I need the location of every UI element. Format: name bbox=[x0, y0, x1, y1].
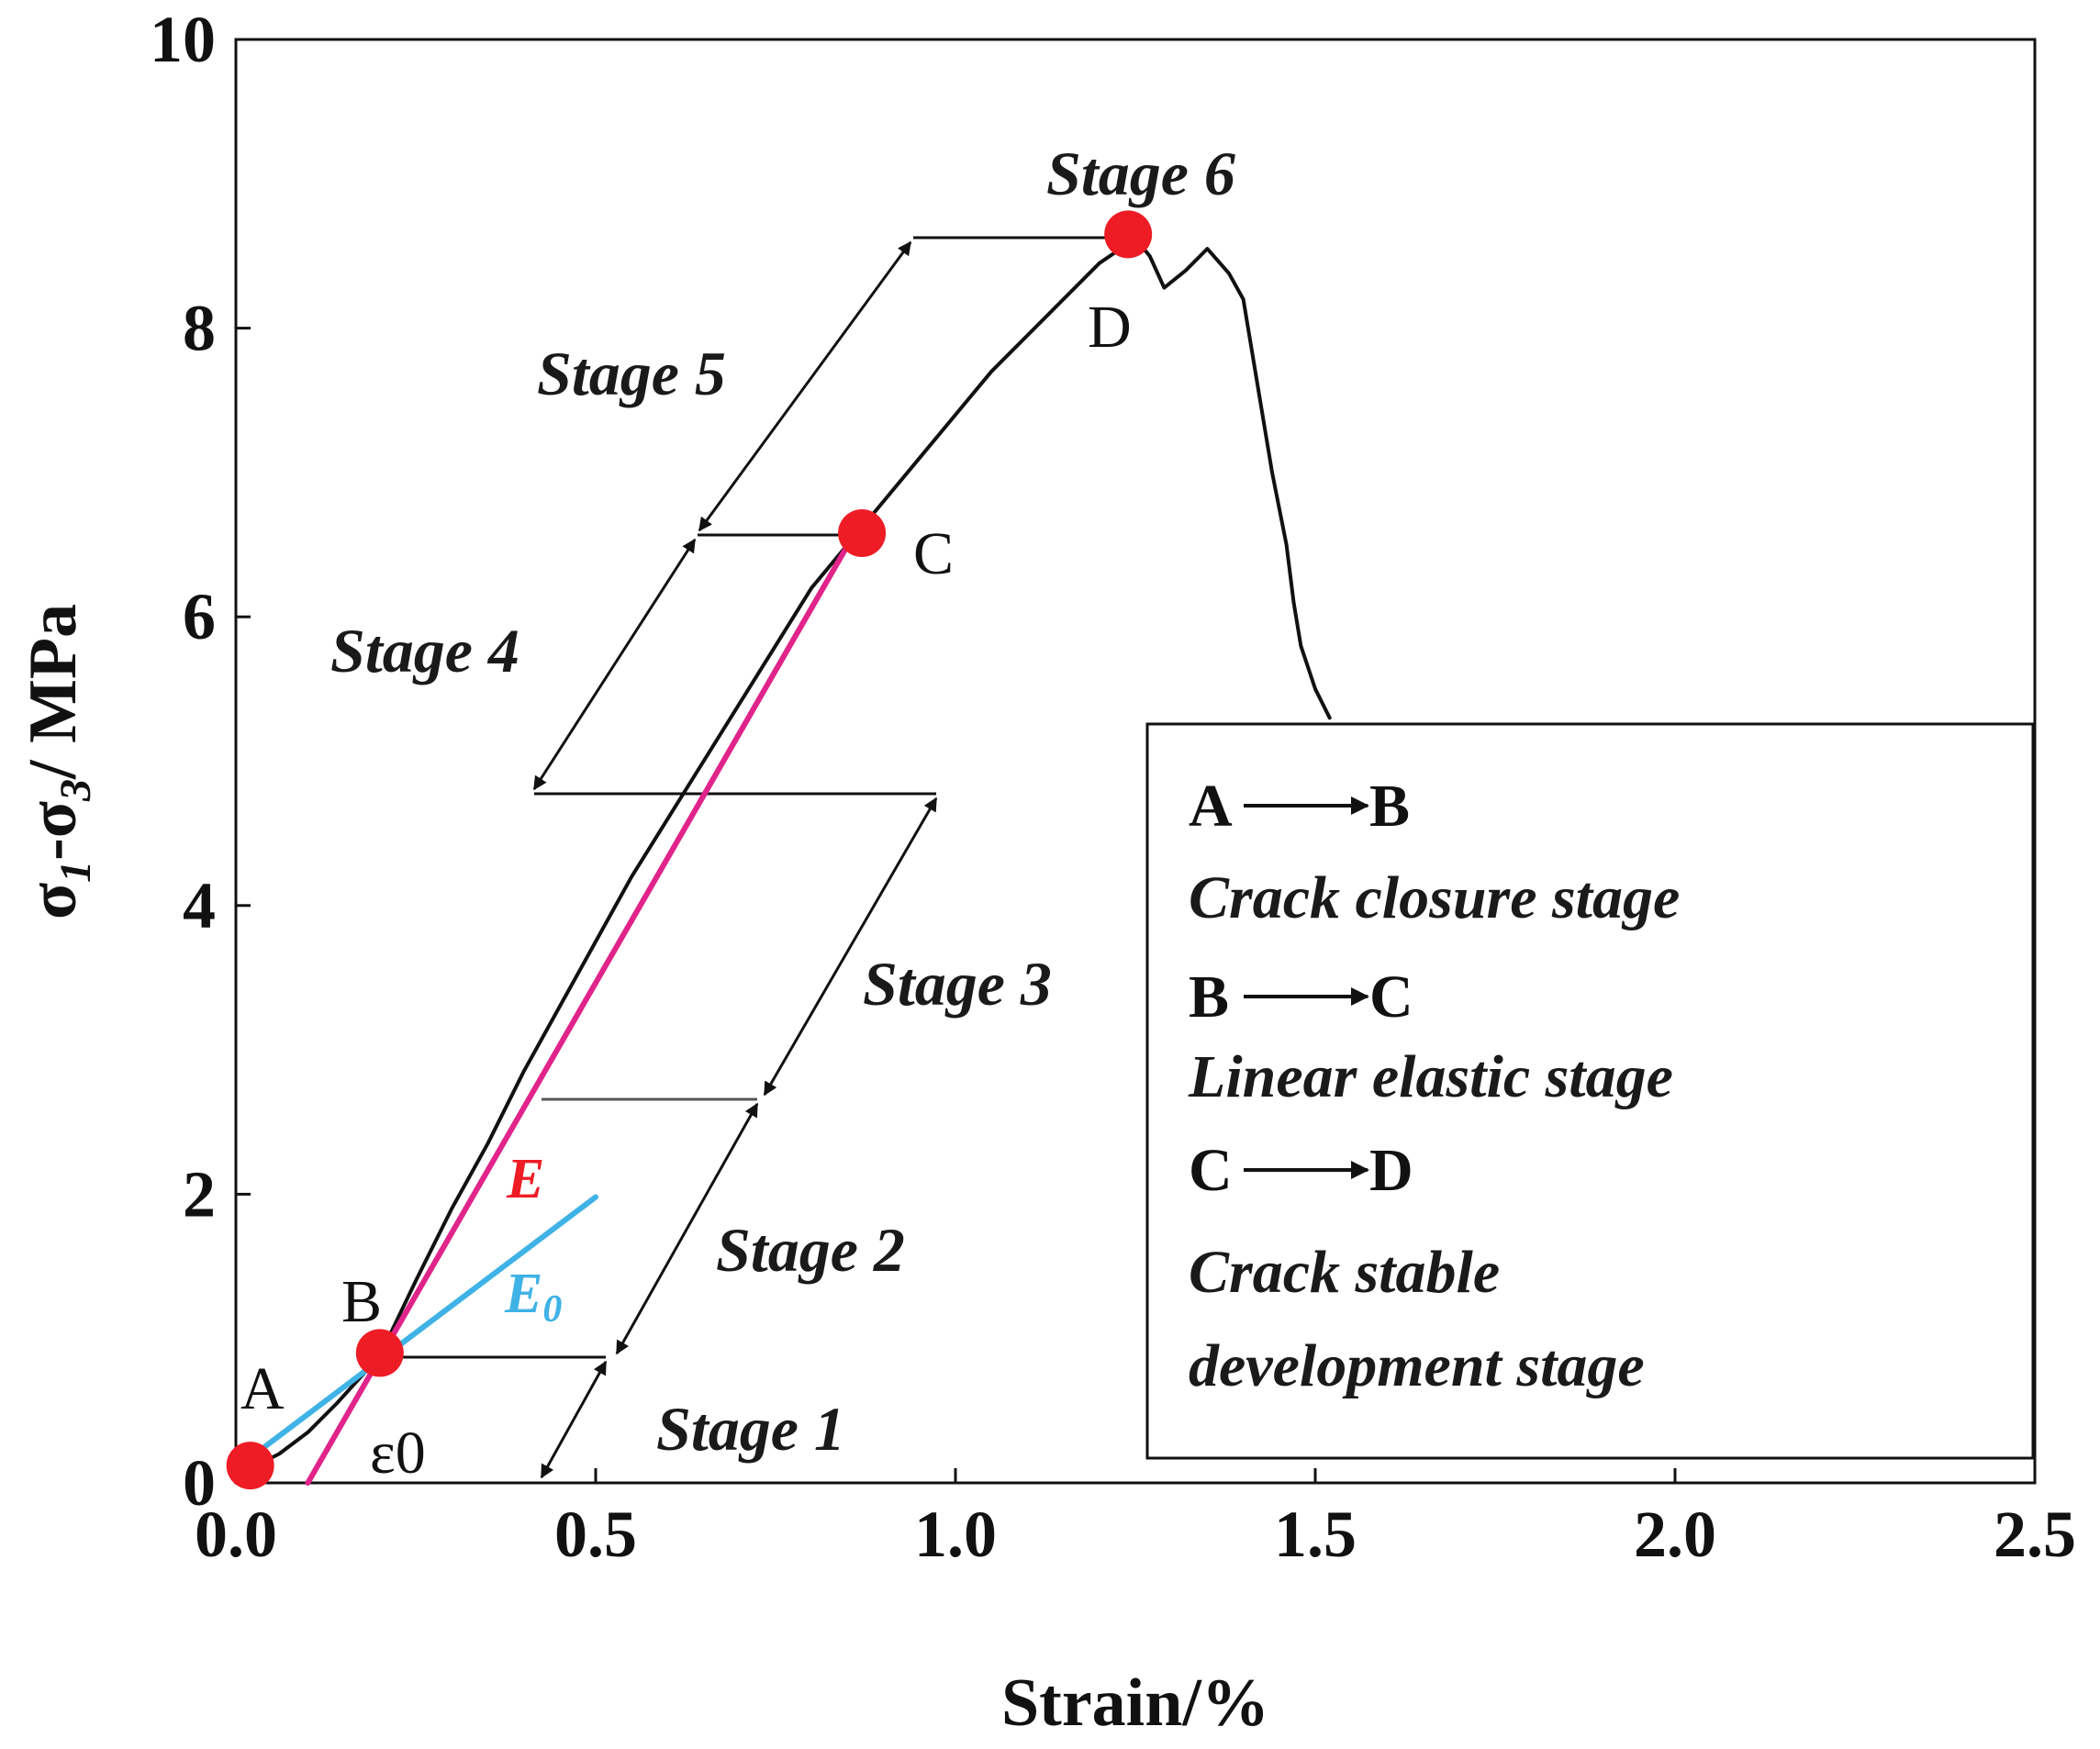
points-layer bbox=[226, 210, 1153, 1490]
series-layer bbox=[248, 237, 1332, 1486]
legend-to-2: C bbox=[1369, 964, 1413, 1030]
point-label-a: A bbox=[240, 1355, 285, 1422]
series-elastic-modulus-line bbox=[305, 530, 858, 1486]
legend-to-3: D bbox=[1369, 1137, 1413, 1204]
x-tick-label: 2.5 bbox=[1994, 1498, 2076, 1571]
legend-from-3: C bbox=[1189, 1137, 1233, 1204]
stage-label-6: Stage 6 bbox=[1046, 139, 1235, 208]
y-tick-label: 2 bbox=[183, 1157, 216, 1231]
stage-arrow-3 bbox=[763, 797, 938, 1097]
stage-arrow-4 bbox=[532, 538, 697, 791]
stage-label-3: Stage 3 bbox=[863, 949, 1052, 1019]
modulus-e-label: E bbox=[506, 1148, 544, 1210]
modulus-e0-sub: 0 bbox=[542, 1288, 562, 1331]
legend-from-2: B bbox=[1189, 964, 1229, 1030]
point-c bbox=[838, 508, 887, 557]
point-label-d: D bbox=[1088, 294, 1132, 361]
x-tick-label: 1.5 bbox=[1274, 1498, 1357, 1571]
legend-desc-3b: development stage bbox=[1189, 1332, 1645, 1399]
y-title-sub3: 3 bbox=[51, 779, 100, 802]
stage-arrow-5 bbox=[698, 240, 912, 532]
stage-guides bbox=[381, 236, 1129, 1479]
y-tick-label: 8 bbox=[183, 292, 216, 365]
point-label-b: B bbox=[341, 1268, 382, 1335]
legend-box bbox=[1145, 722, 2035, 1460]
stage-arrow-1 bbox=[540, 1360, 608, 1479]
legend-to-1: B bbox=[1369, 773, 1410, 840]
y-title-sigma1: σ bbox=[16, 883, 91, 919]
legend-from-1: A bbox=[1189, 773, 1233, 840]
x-axis-title: Strain/% bbox=[1001, 1665, 1269, 1741]
stage-label-2: Stage 2 bbox=[716, 1215, 905, 1285]
modulus-e0-main: E bbox=[504, 1263, 542, 1325]
plot-frame bbox=[234, 38, 2037, 1485]
epsilon-label: ε0 bbox=[370, 1420, 426, 1487]
x-axis-ticks: 0.0 0.5 1.0 1.5 2.0 2.5 bbox=[195, 1468, 2076, 1571]
point-b bbox=[355, 1329, 404, 1377]
series-initial-modulus-line bbox=[262, 1194, 598, 1450]
y-tick-label: 6 bbox=[183, 580, 216, 653]
series-stress-strain-curve bbox=[248, 237, 1332, 1471]
x-tick-label: 0.0 bbox=[195, 1498, 277, 1571]
stage-label-5: Stage 5 bbox=[537, 339, 726, 408]
y-tick-label: 0 bbox=[183, 1446, 216, 1520]
y-title-unit: / MPa bbox=[16, 604, 91, 780]
point-d bbox=[1104, 210, 1153, 259]
x-tick-label: 2.0 bbox=[1634, 1498, 1716, 1571]
legend-desc-3a: Crack stable bbox=[1189, 1239, 1500, 1306]
point-a bbox=[226, 1442, 274, 1490]
y-tick-label: 10 bbox=[150, 3, 216, 76]
legend: A B Crack closure stage B C Linear elast… bbox=[1145, 722, 2035, 1460]
x-tick-label: 1.0 bbox=[914, 1498, 997, 1571]
stage-arrow-2 bbox=[615, 1102, 759, 1355]
x-tick-label: 0.5 bbox=[554, 1498, 637, 1571]
stage-label-1: Stage 1 bbox=[656, 1394, 845, 1464]
y-tick-label: 4 bbox=[183, 869, 216, 942]
y-title-sub1: 1 bbox=[51, 861, 100, 883]
legend-desc-1: Crack closure stage bbox=[1189, 864, 1680, 931]
legend-desc-2: Linear elastic stage bbox=[1188, 1043, 1673, 1110]
stage-label-4: Stage 4 bbox=[330, 616, 519, 685]
y-axis-ticks: 0 2 4 6 8 10 bbox=[150, 3, 251, 1520]
y-axis-title: σ1-σ3/ MPa bbox=[16, 604, 100, 919]
y-title-sigma3: -σ bbox=[16, 801, 91, 861]
modulus-e0-label: E0 bbox=[504, 1263, 562, 1331]
point-label-c: C bbox=[913, 520, 954, 587]
